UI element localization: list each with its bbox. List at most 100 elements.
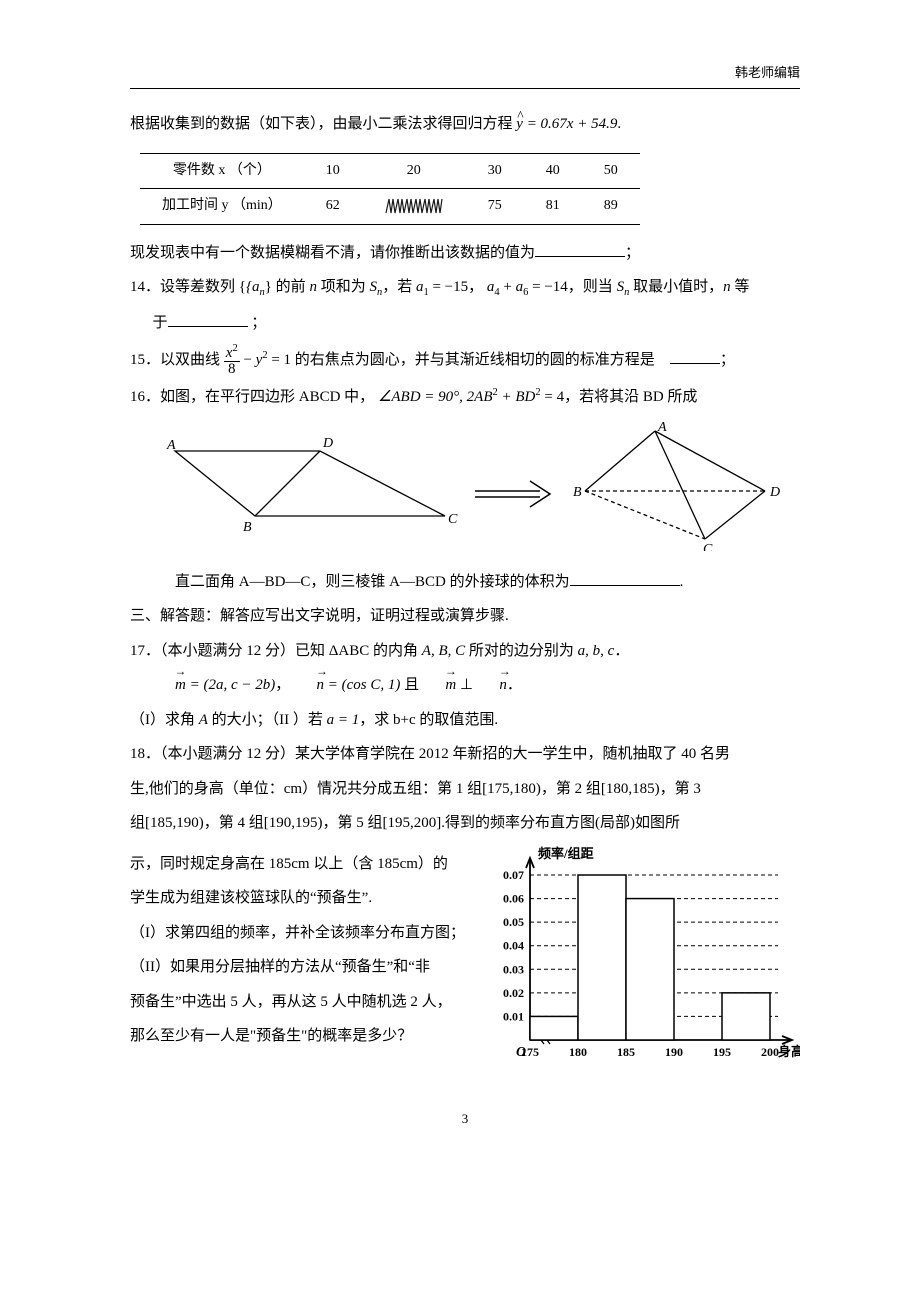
q17-b: 的内角 [369,643,422,659]
q14-Sn2: S [617,279,625,295]
q17-eq2: = (cos C, 1) [324,677,400,693]
q14-eq2-rhs: = −14 [528,279,567,295]
q14-b: 的前 [276,279,310,295]
q16-line2: 直二面角 A—BD—C，则三棱锥 A—BCD 的外接球的体积为. [130,568,800,597]
q15-eq: = 1 [268,352,291,368]
lbl-C2: C [703,542,713,551]
q17-line2: m = (2a, c − 2b)， n = (cos C, 1) 且 m ⊥ n… [130,671,800,700]
q18-b: 生,他们的身高（单位：cm）情况共分成五组：第 1 组 [130,781,482,797]
svg-text:0.02: 0.02 [503,985,524,999]
table-row: 加工时间 y （min） 62 75 81 89 [140,189,640,225]
page-number: 3 [130,1107,800,1132]
q18-line5: 学生成为组建该校篮球队的“预备生”. [130,884,472,913]
header-rule [130,88,800,89]
svg-text:190: 190 [665,1045,683,1059]
cell: 50 [582,153,640,189]
q16-line1: 16．如图，在平行四边形 ABCD 中， ∠ABD = 90°, 2AB2 + … [130,383,800,412]
q17-p1b: 的大小；（II ）若 [208,712,327,728]
q14-line2-text: 于 [153,315,168,331]
q17-line1: 17．（本小题满分 12 分）已知 ΔABC 的内角 A, B, C 所对的边分… [130,637,800,666]
cell: 89 [582,189,640,225]
vec-n: n [294,671,324,700]
q18-line3: 组[185,190)，第 4 组[190,195)，第 5 组[195,200]… [130,809,800,838]
q18-g1: [175,180) [482,781,541,797]
q17-c: 所对的边分别为 [465,643,578,659]
q14-a: 14．设等差数列 [130,279,235,295]
q14-d: 取最小值时， [629,279,723,295]
svg-text:O: O [516,1045,526,1060]
cell: 75 [466,189,524,225]
q18-e: 组 [130,815,145,831]
q14-plus: + [500,279,516,295]
q14-set-sub: n [259,287,264,298]
cell: 10 [304,153,362,189]
q17-comma: ， [275,677,290,693]
q15-den: 8 [224,362,240,377]
q14-c: 项和为 [317,279,370,295]
q17-ABC: A, B, C [422,643,465,659]
svg-text:0.07: 0.07 [503,868,524,882]
y-hat: y [516,110,523,139]
lbl-B: B [243,520,252,535]
q14-line1: 14．设等差数列 {{an} 的前 n 项和为 Sn，若 a1 = −15， a… [130,273,800,303]
q18-right-text: 示，同时规定身高在 185cm 以上（含 185cm）的 学生成为组建该校篮球队… [130,844,472,1057]
q16-rhs: = 4 [541,389,564,405]
after-table-text: 现发现表中有一个数据模糊看不清，请你推断出该数据的值为 [130,245,535,261]
q14-eq2b: a [516,279,524,295]
q14-comma3: ，则当 [568,279,617,295]
q17-A: A [199,712,208,728]
intro-text: 根据收集到的数据（如下表），由最小二乘法求得回归方程 [130,116,513,132]
q14-comma2: ， [468,279,483,295]
q14-n2: n [723,279,731,295]
q17-p1: （I）求角 [130,712,199,728]
q15-semi: ； [720,352,735,368]
lbl-D2: D [769,485,780,500]
q18-p1: （I）求第四组的频率，并补全该频率分布直方图； [130,919,472,948]
svg-text:0.01: 0.01 [503,1009,524,1023]
q18-p2a: （II）如果用分层抽样的方法从“预备生”和“非 [130,953,472,982]
perp: ⊥ [456,677,477,693]
page: 韩老师编辑 根据收集到的数据（如下表），由最小二乘法求得回归方程 y = 0.6… [0,0,920,1171]
blank [535,242,625,257]
q14-semi: ； [251,315,266,331]
header-editor-label: 韩老师编辑 [735,62,800,81]
q18-g2: [180,185) [601,781,660,797]
q18-line2: 生,他们的身高（单位：cm）情况共分成五组：第 1 组[175,180)，第 2… [130,775,800,804]
q16-figure: A D C B [130,421,800,562]
intro-period: . [617,116,621,132]
q17-eq1: = (2a, c − 2b) [186,677,275,693]
svg-text:200: 200 [761,1045,779,1059]
lbl-D: D [322,436,333,451]
content: 根据收集到的数据（如下表），由最小二乘法求得回归方程 y = 0.67x + 5… [130,110,800,1131]
histogram: 频率/组距0.010.020.030.040.050.060.071751801… [480,840,800,1086]
q17-abc: a, b, c [578,643,615,659]
q15-line: 15．以双曲线 x2 8 − y2 = 1 的右焦点为圆心，并与其渐近线相切的圆… [130,344,800,377]
q16-plus: + BD [498,389,536,405]
blank [670,349,720,364]
q18-p2c: 那么至少有一人是"预备生"的概率是多少？ [130,1022,472,1051]
regress-eq: = 0.67x + 54.9 [523,116,617,132]
cell: 81 [524,189,582,225]
lbl-A: A [166,438,176,453]
svg-text:频率/组距: 频率/组距 [538,846,594,861]
svg-text:0.03: 0.03 [503,962,524,976]
blank [570,571,680,586]
q18-g: ，第 5 组 [323,815,383,831]
q18-g4: [190,195) [264,815,323,831]
blank [168,312,248,327]
intro-line: 根据收集到的数据（如下表），由最小二乘法求得回归方程 y = 0.67x + 5… [130,110,800,139]
scribble-cell [362,189,466,225]
q15-a: 15．以双曲线 [130,352,224,368]
cell: 20 [362,153,466,189]
data-table: 零件数 x （个） 10 20 30 40 50 加工时间 y （min） 62 [140,153,640,225]
cell: 62 [304,189,362,225]
q14-eq1-rhs: = −15 [429,279,468,295]
svg-text:0.05: 0.05 [503,915,524,929]
vec-m2: m [423,671,456,700]
q14-e: 等 [731,279,750,295]
lbl-A2: A [657,421,667,435]
q15-num-sup: 2 [232,343,237,354]
q15-b: 的右焦点为圆心，并与其渐近线相切的圆的标准方程是 [295,352,655,368]
q16-a: 16．如图，在平行四边形 ABCD 中， [130,389,374,405]
svg-text:身高: 身高 [778,1044,800,1059]
